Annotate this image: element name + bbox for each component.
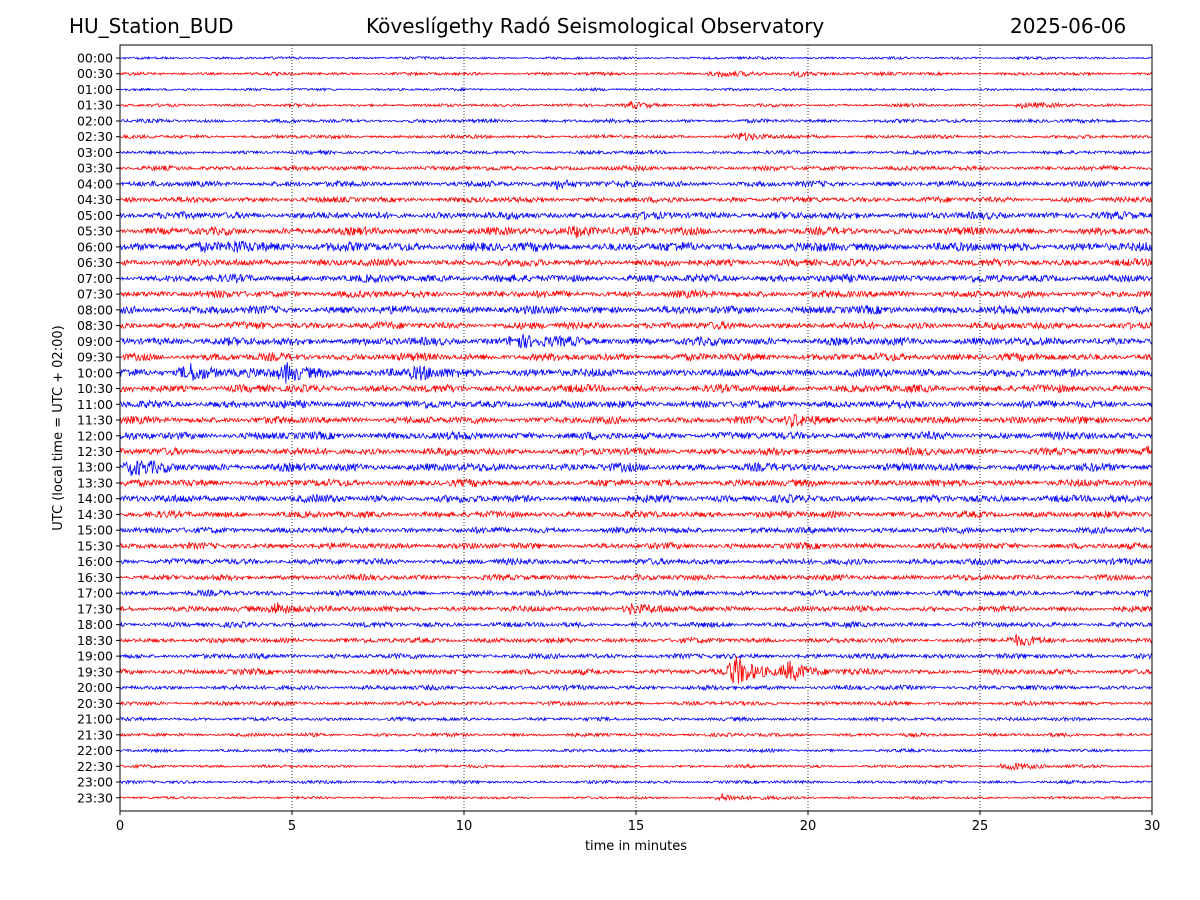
y-tick-label: 11:00 [77, 397, 113, 412]
trace-2330 [119, 793, 1153, 802]
y-tick-label: 00:30 [77, 66, 113, 81]
trace-1100 [119, 398, 1153, 410]
y-tick-label: 19:00 [77, 649, 113, 664]
trace-0230 [119, 132, 1153, 141]
y-tick-label: 15:00 [77, 523, 113, 538]
y-tick-label: 10:30 [77, 381, 113, 396]
y-tick-label: 04:30 [77, 192, 113, 207]
trace-1030 [119, 383, 1153, 394]
grid-layer [291, 45, 981, 811]
y-tick-label: 09:30 [77, 350, 113, 365]
trace-2230 [119, 762, 1153, 772]
y-tick-label: 11:30 [77, 413, 113, 428]
x-tick-label: 30 [1144, 819, 1161, 834]
y-tick-label: 07:30 [77, 287, 113, 302]
y-tick-label: 05:30 [77, 224, 113, 239]
y-tick-label: 08:30 [77, 318, 113, 333]
y-tick-label: 23:00 [77, 775, 113, 790]
x-tick-label: 25 [972, 819, 989, 834]
trace-1900 [119, 652, 1153, 661]
y-tick-label: 15:30 [77, 538, 113, 553]
trace-1430 [119, 509, 1153, 519]
y-tick-label: 07:00 [77, 271, 113, 286]
y-tick-label: 23:30 [77, 790, 113, 805]
trace-0430 [119, 195, 1153, 204]
y-tick-label: 19:30 [77, 664, 113, 679]
y-tick-label: 04:00 [77, 176, 113, 191]
y-tick-label: 06:30 [77, 255, 113, 270]
y-tick-label: 01:00 [77, 82, 113, 97]
trace-1600 [119, 557, 1153, 567]
y-tick-label: 12:00 [77, 428, 113, 443]
y-tick-label: 20:30 [77, 696, 113, 711]
x-axis-label: time in minutes [585, 839, 687, 854]
y-tick-label: 22:30 [77, 759, 113, 774]
y-axis-label: UTC (local time = UTC + 02:00) [51, 325, 66, 530]
trace-1500 [119, 525, 1153, 535]
trace-1700 [119, 588, 1153, 598]
y-tick-label: 08:00 [77, 302, 113, 317]
y-tick-label: 17:00 [77, 586, 113, 601]
date-label: 2025-06-06 [1010, 14, 1127, 38]
y-tick-label: 05:00 [77, 208, 113, 223]
trace-2130 [119, 731, 1153, 739]
trace-2100 [119, 715, 1153, 723]
x-tick-label: 0 [116, 819, 124, 834]
y-tick-label: 10:00 [77, 365, 113, 380]
trace-0630 [120, 257, 1153, 268]
trace-0300 [119, 148, 1153, 156]
trace-2030 [119, 699, 1153, 708]
x-tick-label: 10 [456, 819, 473, 834]
y-tick-label: 18:00 [77, 617, 113, 632]
trace-0330 [119, 164, 1153, 172]
y-tick-label: 01:30 [77, 98, 113, 113]
y-tick-label: 17:30 [77, 601, 113, 616]
station-label: HU_Station_BUD [69, 14, 234, 38]
y-tick-label: 14:00 [77, 491, 113, 506]
y-tick-label: 13:30 [77, 475, 113, 490]
y-tick-label: 00:00 [77, 51, 113, 66]
chart-title: Köveslígethy Radó Seismological Observat… [366, 14, 825, 38]
y-axis-ticks: 00:0000:3001:0001:3002:0002:3003:0003:30… [77, 51, 120, 805]
y-tick-label: 16:30 [77, 570, 113, 585]
trace-1530 [119, 541, 1153, 551]
trace-1830 [119, 634, 1153, 647]
x-tick-label: 20 [800, 819, 817, 834]
x-tick-label: 15 [628, 819, 645, 834]
y-tick-label: 22:00 [77, 743, 113, 758]
y-tick-label: 06:00 [77, 239, 113, 254]
y-tick-label: 09:00 [77, 334, 113, 349]
trace-0700 [119, 272, 1153, 284]
trace-0500 [119, 210, 1153, 221]
x-axis-ticks: 0 5 10 15 20 25 30 [116, 811, 1160, 834]
x-tick-label: 5 [288, 819, 296, 834]
y-tick-label: 21:30 [77, 727, 113, 742]
trace-1800 [119, 620, 1153, 630]
y-tick-label: 02:30 [77, 129, 113, 144]
trace-0400 [119, 179, 1153, 191]
trace-0530 [119, 225, 1153, 239]
trace-1400 [119, 493, 1153, 504]
y-tick-label: 20:00 [77, 680, 113, 695]
y-tick-label: 13:00 [77, 460, 113, 475]
trace-0830 [119, 320, 1153, 331]
y-tick-label: 16:00 [77, 554, 113, 569]
y-tick-label: 14:30 [77, 507, 113, 522]
y-tick-label: 18:30 [77, 633, 113, 648]
y-tick-label: 03:00 [77, 145, 113, 160]
y-tick-label: 02:00 [77, 113, 113, 128]
y-tick-label: 12:30 [77, 444, 113, 459]
y-tick-label: 21:00 [77, 712, 113, 727]
y-tick-label: 03:30 [77, 161, 113, 176]
